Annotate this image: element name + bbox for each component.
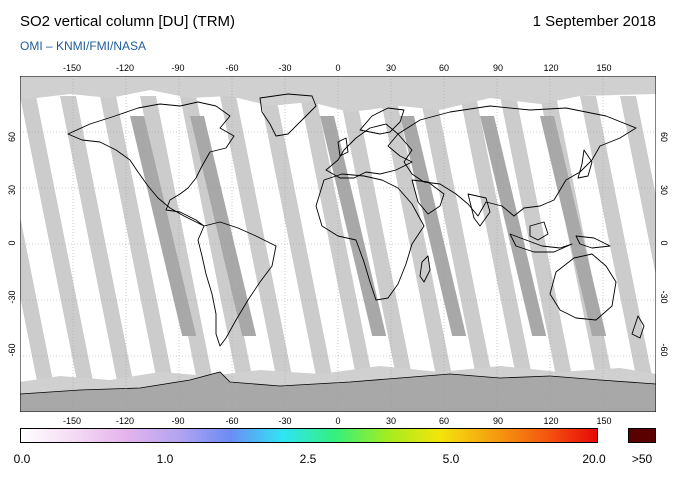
saturation-swatch: [628, 428, 656, 443]
colorbar-label: 5.0: [442, 452, 460, 466]
lon-tick-top: 90: [492, 63, 504, 73]
orbit-gap-swath: [20, 96, 94, 386]
coastlines: [67, 93, 645, 347]
india-coastline: [467, 193, 491, 227]
orbit-gap-swath: [220, 96, 294, 386]
orbit-gap-swath: [100, 96, 174, 386]
lat-tick-left: 60: [7, 131, 17, 143]
map-date: 1 September 2018: [532, 13, 656, 30]
colorbar-label: 20.0: [582, 452, 606, 466]
colorbar-label: 1.0: [156, 452, 174, 466]
asia-coastline: [397, 105, 637, 217]
orbit-overlap-swath: [130, 116, 197, 336]
australia-coastline: [549, 253, 617, 321]
lat-tick-right: -60: [659, 343, 669, 357]
orbit-overlap-swath: [540, 116, 607, 336]
lat-tick-right: 0: [659, 240, 669, 246]
lon-tick-bottom: 0: [335, 416, 341, 426]
lon-tick-top: -30: [278, 63, 292, 73]
lon-tick-top: 150: [596, 63, 612, 73]
lon-tick-top: -90: [171, 63, 185, 73]
so2-colorbar: [20, 428, 598, 443]
lon-tick-bottom: -150: [62, 416, 82, 426]
indonesia-coastline: [509, 233, 573, 253]
lon-tick-bottom: 120: [543, 416, 559, 426]
orbit-gap-swath: [300, 96, 374, 386]
lat-tick-right: -30: [659, 290, 669, 304]
lon-tick-top: -60: [225, 63, 239, 73]
uk-coastline: [337, 137, 349, 157]
lon-tick-bottom: 60: [438, 416, 450, 426]
orbit-gap-swath: [420, 96, 494, 386]
lon-tick-bottom: -90: [171, 416, 185, 426]
lon-tick-top: 120: [543, 63, 559, 73]
lon-tick-bottom: -60: [225, 416, 239, 426]
orbit-gap-swath: [620, 96, 656, 276]
lon-tick-bottom: 150: [596, 416, 612, 426]
lon-tick-bottom: 30: [385, 416, 397, 426]
lon-tick-bottom: 90: [492, 416, 504, 426]
lat-tick-left: -30: [7, 290, 17, 304]
scandinavia-coastline: [359, 107, 405, 135]
saturation-label: >50: [631, 452, 653, 466]
new-zealand-coastline: [631, 315, 645, 339]
orbit-gap-swath: [580, 96, 654, 386]
new-guinea-coastline: [575, 235, 611, 249]
data-credit: OMI – KNMI/FMI/NASA: [20, 39, 147, 53]
orbit-gap-swath: [260, 96, 334, 386]
orbit-overlap-swath: [190, 116, 257, 336]
greenland-coastline: [259, 93, 317, 137]
lon-tick-top: 30: [385, 63, 397, 73]
lon-tick-top: 60: [438, 63, 450, 73]
arabia-coastline: [411, 179, 445, 215]
japan-coastline: [577, 149, 593, 179]
lat-tick-left: 0: [7, 240, 17, 246]
south-america-coastline: [197, 221, 277, 347]
lat-tick-left: -60: [7, 343, 17, 357]
colorbar-gradient: [20, 428, 598, 443]
map-title: SO2 vertical column [DU] (TRM): [20, 13, 236, 30]
orbit-gap-swath: [60, 96, 134, 386]
lat-tick-left: 30: [7, 184, 17, 196]
north-america-coastline: [67, 101, 235, 227]
colorbar-label: 2.5: [299, 452, 317, 466]
so2-world-map: [20, 76, 656, 412]
europe-coastline: [325, 123, 413, 179]
lon-tick-bottom: -120: [115, 416, 135, 426]
orbit-gap-swath: [340, 96, 414, 386]
lon-tick-top: -120: [115, 63, 135, 73]
madagascar-coastline: [419, 255, 431, 283]
orbit-gap-swath: [140, 96, 214, 386]
orbit-overlap-swath: [480, 116, 547, 336]
lat-tick-right: 30: [659, 184, 669, 196]
orbit-gap-swath: [500, 96, 574, 386]
orbit-overlap-swath: [400, 116, 467, 336]
graticule: [20, 76, 656, 412]
lon-tick-bottom: -30: [278, 416, 292, 426]
lon-tick-top: 0: [335, 63, 341, 73]
orbit-gap-swath: [180, 96, 254, 386]
africa-coastline: [315, 173, 425, 301]
borneo-coastline: [529, 221, 549, 241]
colorbar-label: 0.0: [13, 452, 31, 466]
orbit-gap-swath: [20, 216, 54, 386]
lon-tick-top: -150: [62, 63, 82, 73]
lat-tick-right: 60: [659, 131, 669, 143]
